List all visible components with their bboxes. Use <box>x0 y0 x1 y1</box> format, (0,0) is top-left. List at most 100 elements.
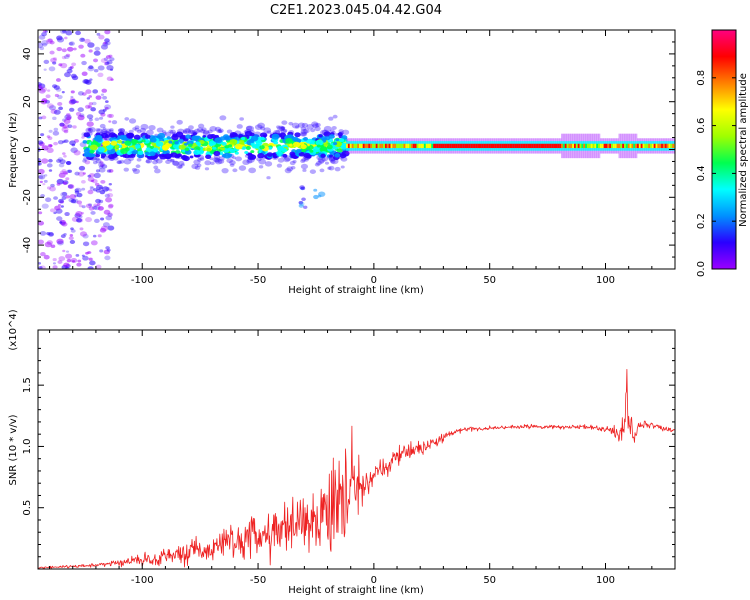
spectral-blob <box>56 216 63 222</box>
spectral-line-core <box>572 143 575 149</box>
spectral-blob <box>60 30 68 35</box>
spectral-blob <box>95 128 101 132</box>
colorbar-tick-label: 0.6 <box>696 118 707 134</box>
spectral-blob <box>152 147 159 153</box>
spectral-blob <box>171 160 179 166</box>
spectral-line-core <box>546 143 549 149</box>
spectral-blob <box>213 150 221 156</box>
spectral-line-core <box>498 143 501 149</box>
spectral-blob <box>323 125 332 132</box>
spectral-blob <box>192 135 200 141</box>
spectral-blob <box>332 114 338 119</box>
spectral-blob <box>57 157 64 162</box>
spectral-blob <box>77 259 82 263</box>
spectral-line-core <box>499 143 503 149</box>
spectral-blob <box>297 122 305 128</box>
spectral-blob <box>102 95 108 100</box>
spectral-blob <box>300 132 307 137</box>
spectral-blob <box>90 107 96 112</box>
spectral-blob <box>105 246 110 250</box>
spectral-blob <box>95 198 101 204</box>
spectral-blob <box>303 128 310 134</box>
spectral-line-core <box>375 143 378 149</box>
spectral-blob <box>134 144 141 149</box>
spectral-blob <box>193 149 201 155</box>
spectral-blob <box>97 206 104 211</box>
spectral-blob <box>45 94 51 99</box>
x-tick-label: 0 <box>371 275 377 286</box>
colorbar-tick-label: 0.8 <box>696 70 707 86</box>
spectral-blob <box>213 154 221 160</box>
spectral-blob <box>104 106 109 110</box>
spectral-blob <box>91 153 96 157</box>
spectral-blob <box>85 251 89 255</box>
spectral-blob <box>62 30 67 33</box>
spectral-blob <box>65 195 70 199</box>
spectral-blob <box>87 42 95 48</box>
spectral-line-core <box>346 143 349 149</box>
spectral-blob <box>295 125 300 129</box>
spectral-blob <box>223 152 232 159</box>
spectral-line-core <box>509 143 512 149</box>
spectral-blob <box>104 193 110 198</box>
spectral-blob <box>102 222 110 228</box>
spectral-blob <box>129 153 136 158</box>
spectral-line-core <box>612 143 616 149</box>
spectral-blob <box>41 158 49 164</box>
spectral-blob <box>48 232 54 236</box>
spectral-line-core <box>405 143 408 149</box>
spectral-blob <box>292 136 299 142</box>
spectral-blob <box>81 205 86 209</box>
spectral-blob <box>145 159 151 164</box>
spectral-blob <box>76 218 83 223</box>
spectral-blob <box>219 115 227 121</box>
spectral-blob <box>97 234 102 238</box>
spectral-blob <box>290 165 296 170</box>
spectral-blob <box>94 182 100 187</box>
spectral-blob <box>109 128 114 132</box>
spectral-blob <box>338 131 344 135</box>
spectral-blob <box>299 185 305 190</box>
spectral-blob <box>241 136 246 141</box>
spectral-blob <box>280 126 286 130</box>
spectral-blob <box>315 122 321 128</box>
spectral-blob <box>82 172 86 175</box>
spectral-blob <box>38 162 41 165</box>
spectral-line-core <box>455 143 458 149</box>
spectral-blob <box>204 167 210 171</box>
spectral-blob <box>102 127 107 131</box>
spectral-blob <box>96 32 101 36</box>
spectral-blob <box>266 152 273 157</box>
spectral-blob <box>109 68 114 71</box>
spectral-line-core <box>349 143 352 149</box>
spectral-blob <box>194 165 201 170</box>
spectral-blob <box>109 57 115 62</box>
spectral-blob <box>62 152 66 155</box>
spectral-blob <box>66 113 71 117</box>
spectral-blob <box>300 128 308 135</box>
spectral-blob <box>78 165 86 171</box>
spectral-blob <box>86 250 91 254</box>
spectral-blob <box>205 154 212 160</box>
spectral-blob <box>330 159 336 164</box>
spectral-blob <box>301 197 306 201</box>
spectral-line-core <box>364 143 367 149</box>
spectral-blob <box>47 136 53 141</box>
spectral-blob <box>334 153 341 158</box>
spectral-blob <box>103 41 107 45</box>
spectral-blob <box>89 149 95 154</box>
spectral-blob <box>65 30 73 36</box>
spectral-blob <box>43 59 50 64</box>
spectral-line-core <box>668 143 671 149</box>
spectral-blob <box>86 121 94 127</box>
spectral-line-core <box>396 143 399 149</box>
spectral-blob <box>117 160 122 165</box>
spectral-line-core <box>540 143 543 149</box>
spectral-blob <box>244 128 252 134</box>
spectral-blob <box>87 128 92 132</box>
spectral-blob <box>280 153 288 159</box>
spectral-blob <box>149 155 155 160</box>
spectral-blob <box>93 172 101 179</box>
spectral-blob <box>260 136 265 141</box>
